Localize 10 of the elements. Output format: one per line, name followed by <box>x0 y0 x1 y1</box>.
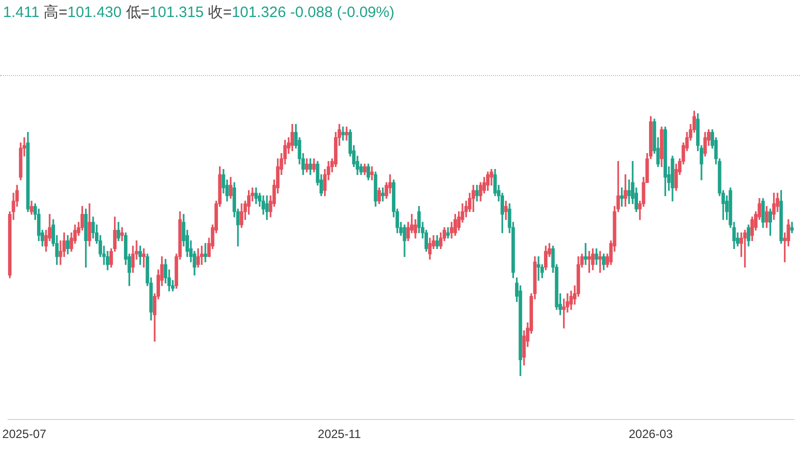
x-tick-label: 2025-07 <box>2 427 47 442</box>
x-tick-label: 2026-03 <box>628 427 674 442</box>
candlestick <box>120 227 124 242</box>
candlestick <box>341 126 345 141</box>
candlestick <box>743 230 747 268</box>
candlestick <box>627 180 631 204</box>
candlestick <box>598 251 602 273</box>
candlestick <box>536 256 540 281</box>
x-tick-label: 2025-11 <box>318 427 362 442</box>
text: 1.411 高=101.430 低=101.315 收=101.326 -0.088 (-0.09%) <box>3 4 394 21</box>
